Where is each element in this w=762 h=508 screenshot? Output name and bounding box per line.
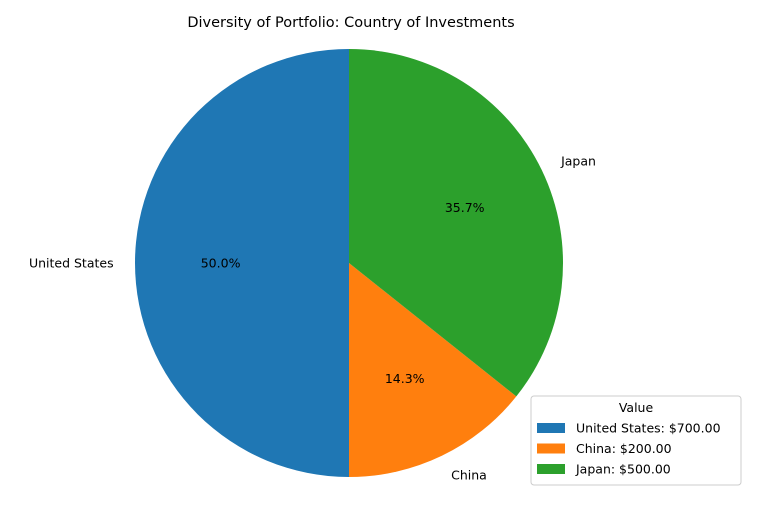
percent-label-united-states: 50.0%: [201, 256, 241, 271]
legend-frame: [530, 395, 742, 486]
legend-swatch-united-states: [537, 423, 565, 433]
legend-entries: United States: $700.00 China: $200.00 Japa…: [537, 421, 721, 477]
legend-label-united-states: United States: $700.00: [576, 421, 721, 436]
chart-title: Diversity of Portfolio: Country of Inves…: [187, 15, 514, 31]
percent-label-china: 14.3%: [385, 371, 425, 386]
slice-label-china: China: [451, 468, 487, 483]
legend-swatch-japan: [537, 464, 565, 474]
pie-slice-japan: [349, 49, 563, 397]
legend-swatch-china: [537, 443, 565, 454]
legend-label-japan: Japan: $500.00: [575, 462, 671, 477]
percent-label-japan: 35.7%: [445, 200, 485, 215]
slice-label-united-states: United States: [29, 256, 114, 271]
slice-label-japan: Japan: [560, 153, 596, 168]
pie-labels: 50.0% United States 14.3% China 35.7% Japan: [29, 153, 596, 482]
legend-title: Value: [619, 400, 654, 415]
pie-slice-united-states: [135, 49, 349, 477]
legend-label-china: China: $200.00: [576, 441, 672, 456]
legend: Value United States: $700.00 China: $200.…: [530, 395, 742, 486]
pie-slices: [135, 49, 563, 477]
pie-slice-china: [349, 263, 517, 477]
